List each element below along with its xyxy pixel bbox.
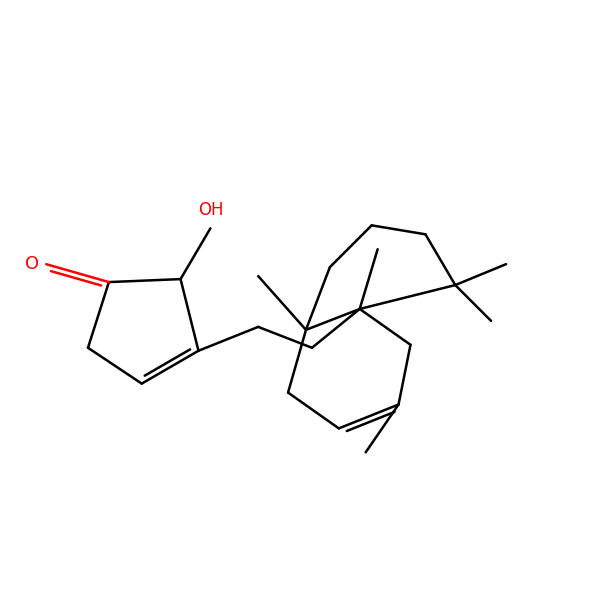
Text: OH: OH <box>197 202 223 220</box>
Text: O: O <box>25 255 39 273</box>
